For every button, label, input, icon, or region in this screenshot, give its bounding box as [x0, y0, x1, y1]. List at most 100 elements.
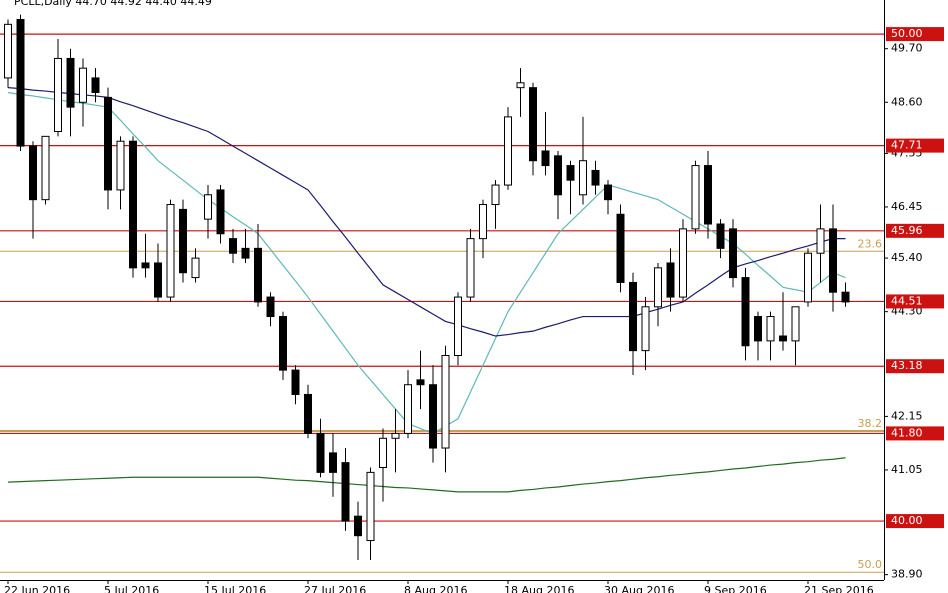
- candle-body: [104, 96, 112, 191]
- candle-body: [766, 316, 775, 342]
- candle-body: [4, 23, 12, 79]
- level-label-box: [886, 138, 944, 153]
- candle-body: [79, 67, 87, 103]
- candle-body: [29, 145, 37, 201]
- candle-body: [341, 462, 350, 522]
- candle-body: [266, 296, 275, 318]
- fib-label: 38.2: [858, 417, 883, 430]
- candle-body: [391, 432, 400, 439]
- x-tick-label: 21 Sep 2016: [804, 584, 874, 593]
- candle-body: [354, 515, 362, 537]
- candle-body: [166, 204, 175, 298]
- candle-body: [454, 296, 462, 356]
- candle-body: [754, 316, 762, 342]
- candle-body: [229, 238, 237, 254]
- y-tick-label: 38.90: [891, 568, 923, 581]
- y-tick-label: 42.15: [891, 409, 923, 422]
- candle-body: [279, 316, 287, 371]
- candle-body: [716, 223, 725, 249]
- level-label: 45.96: [891, 224, 923, 237]
- level-label: 41.80: [891, 426, 923, 439]
- candle-body: [466, 238, 475, 298]
- candle-body: [516, 82, 525, 89]
- level-label-box: [886, 426, 944, 441]
- candle-body: [241, 247, 250, 259]
- x-tick-label: 8 Aug 2016: [404, 584, 467, 593]
- candle-body: [504, 116, 512, 186]
- level-label-box: [886, 27, 944, 42]
- level-label: 44.51: [891, 294, 923, 307]
- candle-body: [829, 228, 837, 293]
- level-label-box: [886, 223, 944, 238]
- level-label-box: [886, 514, 944, 529]
- level-label: 47.71: [891, 139, 923, 152]
- x-tick-label: 15 Jul 2016: [204, 584, 266, 593]
- candle-body: [691, 165, 700, 230]
- candle-body: [404, 384, 412, 434]
- candle-body: [729, 228, 737, 279]
- candle-body: [704, 165, 712, 225]
- x-tick-label: 22 Jun 2016: [4, 584, 70, 593]
- candle-body: [841, 291, 850, 303]
- candle-body: [141, 262, 150, 269]
- level-label: 40.00: [891, 514, 923, 527]
- moving-average: [7, 91, 846, 435]
- candle-body: [429, 384, 437, 449]
- candle-body: [316, 432, 325, 473]
- moving-average: [7, 87, 846, 337]
- candle-body: [629, 281, 637, 352]
- chart-title: PCLL,Daily 44.70 44.92 44.40 44.49: [14, 0, 212, 8]
- candle-body: [254, 247, 262, 303]
- candle-body: [679, 228, 687, 298]
- y-tick-label: 48.60: [891, 95, 923, 108]
- x-tick-label: 5 Jul 2016: [104, 584, 159, 593]
- candle-body: [16, 18, 25, 147]
- x-tick-label: 27 Jul 2016: [304, 584, 366, 593]
- x-tick-label: 9 Sep 2016: [704, 584, 767, 593]
- candle-body: [416, 379, 425, 386]
- y-tick-label: 41.05: [891, 463, 923, 476]
- x-tick-label: 30 Aug 2016: [604, 584, 674, 593]
- level-label-box: [886, 359, 944, 374]
- candle-body: [804, 252, 812, 303]
- candle-body: [204, 194, 212, 220]
- candle-body: [791, 306, 800, 342]
- candle-body: [116, 140, 125, 191]
- candle-body: [304, 393, 312, 434]
- candle-body: [616, 213, 625, 283]
- level-label: 50.00: [891, 27, 923, 40]
- candle-body: [566, 165, 575, 181]
- moving-average: [7, 457, 846, 493]
- y-tick-label: 49.70: [891, 42, 923, 55]
- candle-body: [66, 57, 75, 108]
- candle-body: [291, 369, 300, 395]
- candle-body: [654, 267, 662, 308]
- candle-body: [441, 354, 450, 449]
- candle-body: [666, 262, 675, 298]
- fib-label: 23.6: [858, 237, 883, 250]
- candle-body: [579, 160, 587, 196]
- candle-body: [604, 184, 612, 201]
- level-label-box: [886, 294, 944, 309]
- candle-body: [54, 57, 62, 132]
- candle-body: [779, 335, 787, 342]
- candle-body: [591, 169, 600, 186]
- candle-body: [554, 155, 562, 196]
- candle-body: [191, 257, 200, 279]
- candle-body: [816, 228, 825, 254]
- candle-body: [329, 452, 337, 473]
- y-tick-label: 45.40: [891, 251, 923, 264]
- candle-body: [491, 184, 500, 206]
- candle-body: [379, 437, 387, 469]
- candle-body: [41, 135, 50, 201]
- candle-body: [91, 77, 100, 94]
- candle-body: [641, 306, 650, 352]
- fib-label: 50.0: [858, 558, 883, 571]
- level-label: 43.18: [891, 359, 923, 372]
- candle-body: [154, 262, 162, 298]
- x-tick-label: 18 Aug 2016: [504, 584, 574, 593]
- candle-body: [741, 277, 750, 347]
- candle-body: [366, 471, 375, 542]
- candle-body: [179, 208, 187, 274]
